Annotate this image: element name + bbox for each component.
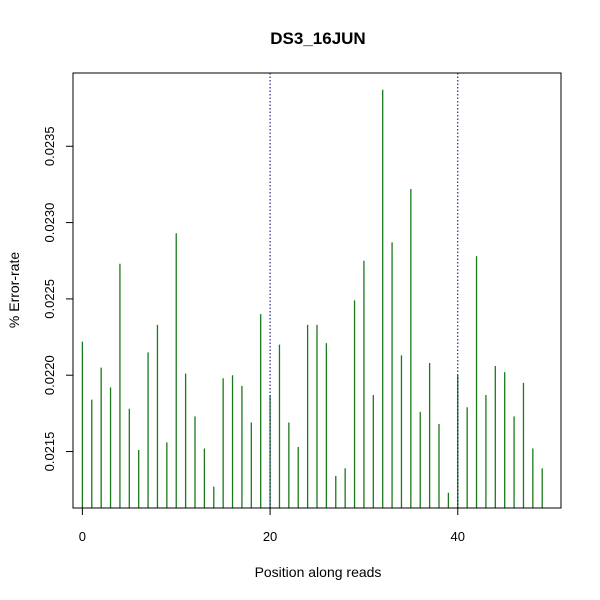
x-tick-label-0: 0 [79,529,86,544]
y-tick-label-2: 0.0225 [42,279,57,319]
y-axis-label: % Error-rate [6,252,22,328]
x-axis-label: Position along reads [255,564,382,580]
x-tick-label-20: 20 [263,529,277,544]
y-tick-label-0: 0.0215 [42,432,57,472]
x-axis: 0 20 40 [79,507,465,544]
y-axis: 0.0215 0.0220 0.0225 0.0230 0.0235 [42,126,74,472]
reference-lines [269,73,459,508]
bars-group [81,89,543,508]
chart-title: DS3_16JUN [270,29,365,48]
y-tick-label-3: 0.0230 [42,203,57,243]
y-tick-label-1: 0.0220 [42,355,57,395]
y-tick-label-4: 0.0235 [42,126,57,166]
x-tick-label-40: 40 [451,529,465,544]
